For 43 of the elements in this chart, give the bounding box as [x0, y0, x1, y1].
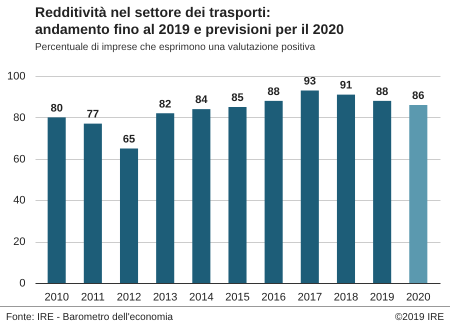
y-tick-label: 80 — [13, 112, 26, 124]
data-label: 84 — [195, 94, 208, 106]
x-tick-label: 2010 — [44, 292, 69, 304]
x-tick-label: 2011 — [81, 292, 105, 304]
bar — [48, 117, 66, 283]
chart-subtitle: Percentuale di imprese che esprimono una valutazione positiva — [35, 42, 316, 53]
x-tick-label: 2017 — [298, 292, 322, 304]
bar — [156, 113, 174, 283]
data-label: 86 — [412, 90, 424, 102]
bar — [409, 104, 428, 283]
data-label: 85 — [231, 92, 244, 104]
data-label: 91 — [340, 80, 352, 92]
data-label: 88 — [268, 86, 280, 98]
bar — [192, 109, 210, 283]
x-tick-label: 2018 — [334, 292, 358, 304]
y-tick-label: 60 — [13, 153, 26, 166]
x-tick-label: 2013 — [152, 292, 178, 304]
bar — [336, 94, 356, 283]
bar — [84, 124, 102, 283]
text: ©2019 IRE — [394, 312, 444, 323]
bar — [228, 107, 247, 283]
data-label: 93 — [304, 75, 316, 88]
source-note: Fonte: IRE - Barometro dell'economia — [6, 312, 173, 323]
y-tick-label: 20 — [13, 236, 26, 248]
x-tick-label: 2019 — [370, 292, 394, 304]
data-label: 65 — [122, 133, 136, 146]
y-tick-label: 0 — [19, 278, 26, 290]
x-tick-label: 2014 — [189, 292, 214, 304]
x-tick-label: 2020 — [406, 292, 431, 304]
data-label: 80 — [50, 102, 63, 114]
data-label: 88 — [376, 86, 388, 98]
data-label: 82 — [159, 98, 172, 110]
bar — [300, 90, 319, 283]
bar — [264, 100, 283, 283]
bar — [120, 148, 138, 283]
bar — [373, 100, 392, 283]
x-tick-label: 2015 — [225, 292, 250, 304]
x-tick-label: 2012 — [116, 292, 142, 304]
y-tick-label: 40 — [13, 194, 26, 207]
data-label: 77 — [86, 108, 99, 121]
chart-title: Redditività nel settore dei trasporti: andamento fino al 2019 e previsioni per il 2020 — [35, 4, 344, 37]
x-tick-label: 2016 — [261, 292, 286, 304]
y-tick-label: 100 — [7, 70, 26, 82]
